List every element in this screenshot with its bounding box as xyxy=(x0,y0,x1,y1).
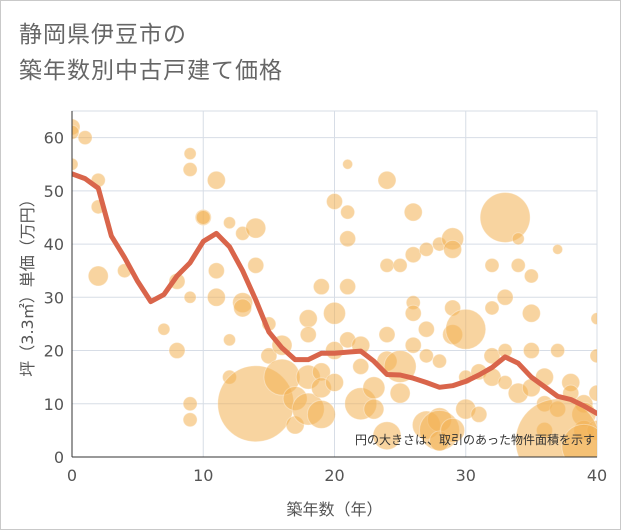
bubble-point-17 xyxy=(195,209,211,225)
bubble-point-67 xyxy=(404,246,422,264)
bubble-point-73 xyxy=(418,348,434,364)
bubble-point-49 xyxy=(340,204,356,220)
bubble-point-36 xyxy=(298,309,318,329)
bubble-point-101 xyxy=(523,268,539,284)
bubble-point-47 xyxy=(325,372,344,392)
bubble-point-1 xyxy=(72,124,80,140)
bubble-point-56 xyxy=(362,376,386,400)
bubble-point-92 xyxy=(483,347,501,365)
bubble-point-95 xyxy=(496,288,514,306)
bubble-point-51 xyxy=(339,278,357,296)
bubble-point-40 xyxy=(312,278,330,296)
bubble-point-66 xyxy=(403,202,423,222)
x-axis-label: 築年数（年） xyxy=(286,500,382,519)
y-tick-10: 10 xyxy=(44,395,64,414)
bubble-point-71 xyxy=(418,241,434,257)
bubble-point-3 xyxy=(72,157,79,171)
bubble-point-91 xyxy=(484,300,500,316)
bubble-point-81 xyxy=(443,239,463,259)
bubble-point-19 xyxy=(207,262,225,280)
bubble-point-50 xyxy=(339,230,357,248)
bubble-point-116 xyxy=(590,312,597,326)
bubble-point-69 xyxy=(404,304,422,322)
bubble-point-37 xyxy=(299,326,317,344)
bubble-point-70 xyxy=(404,336,422,354)
y-tick-labels: 0 10 20 30 40 50 60 xyxy=(44,129,64,467)
bubbles xyxy=(72,118,597,457)
x-tick-20: 20 xyxy=(324,466,344,485)
bubble-point-117 xyxy=(589,348,597,364)
bubble-point-28 xyxy=(247,256,265,274)
y-tick-0: 0 xyxy=(54,448,64,467)
bubble-point-12 xyxy=(182,162,198,178)
bubble-point-27 xyxy=(245,217,267,239)
bubble-point-72 xyxy=(417,320,435,338)
trend-line xyxy=(72,171,597,416)
bubble-point-11 xyxy=(183,147,197,161)
bubble-point-59 xyxy=(379,257,395,273)
y-tick-50: 50 xyxy=(44,182,64,201)
bubble-point-118 xyxy=(588,384,597,402)
x-tick-30: 30 xyxy=(456,466,476,485)
bubble-point-44 xyxy=(326,192,343,210)
bubble-point-76 xyxy=(432,353,447,369)
bubble-point-63 xyxy=(392,257,408,273)
y-tick-20: 20 xyxy=(44,342,64,361)
bubble-point-14 xyxy=(182,396,198,412)
bubble-point-9 xyxy=(168,342,186,360)
x-tick-labels: 0 10 20 30 40 xyxy=(67,466,607,485)
bubble-point-20 xyxy=(206,287,226,307)
bubble-point-21 xyxy=(223,216,236,230)
bubble-point-18 xyxy=(206,170,226,190)
bubble-point-26 xyxy=(233,298,253,318)
grid-lines xyxy=(71,110,598,458)
bubble-point-65 xyxy=(389,382,411,404)
y-tick-40: 40 xyxy=(44,235,64,254)
bubble-point-121 xyxy=(561,423,597,457)
chart-title: 静岡県伊豆市の 築年数別中古戸建て価格 xyxy=(19,17,283,89)
bubble-point-84 xyxy=(440,417,466,443)
y-axis-label: 坪（3.3㎡）単価（万円） xyxy=(18,191,37,376)
size-annotation: 円の大きさは、取引のあった物件面積を示す xyxy=(355,432,595,447)
bubble-point-60 xyxy=(378,326,396,344)
y-tick-60: 60 xyxy=(44,129,64,148)
bubble-point-13 xyxy=(183,290,197,304)
bubble-point-98 xyxy=(511,232,525,246)
bubble-point-57 xyxy=(363,398,385,420)
title-line-1: 静岡県伊豆市の xyxy=(19,22,187,48)
bubble-point-48 xyxy=(342,158,354,170)
bubble-point-103 xyxy=(522,342,540,360)
bubble-point-99 xyxy=(510,257,526,273)
title-line-2: 築年数別中古戸建て価格 xyxy=(19,58,283,84)
x-tick-40: 40 xyxy=(587,466,607,485)
bubble-point-6 xyxy=(87,265,109,287)
bubble-point-15 xyxy=(182,412,198,428)
bubble-point-89 xyxy=(470,405,488,423)
bubble-point-109 xyxy=(550,343,566,359)
bubble-point-2 xyxy=(77,130,93,146)
bubble-point-90 xyxy=(484,257,500,273)
bubble-point-102 xyxy=(521,303,541,323)
x-tick-10: 10 xyxy=(193,466,213,485)
axes xyxy=(71,111,597,458)
x-tick-0: 0 xyxy=(67,466,77,485)
bubble-point-43 xyxy=(306,399,336,429)
bubble-point-85 xyxy=(445,308,487,350)
bubble-point-58 xyxy=(377,170,397,190)
bubble-point-97 xyxy=(497,374,513,390)
bubble-point-108 xyxy=(552,243,564,255)
bubble-point-62 xyxy=(372,421,402,451)
bubble-point-54 xyxy=(352,358,370,376)
bubble-point-8 xyxy=(157,322,171,336)
bubble-point-31 xyxy=(260,347,278,365)
bubble-point-22 xyxy=(223,333,236,347)
y-tick-30: 30 xyxy=(44,288,64,307)
bubble-point-94 xyxy=(479,191,531,243)
bubble-point-45 xyxy=(323,301,346,325)
